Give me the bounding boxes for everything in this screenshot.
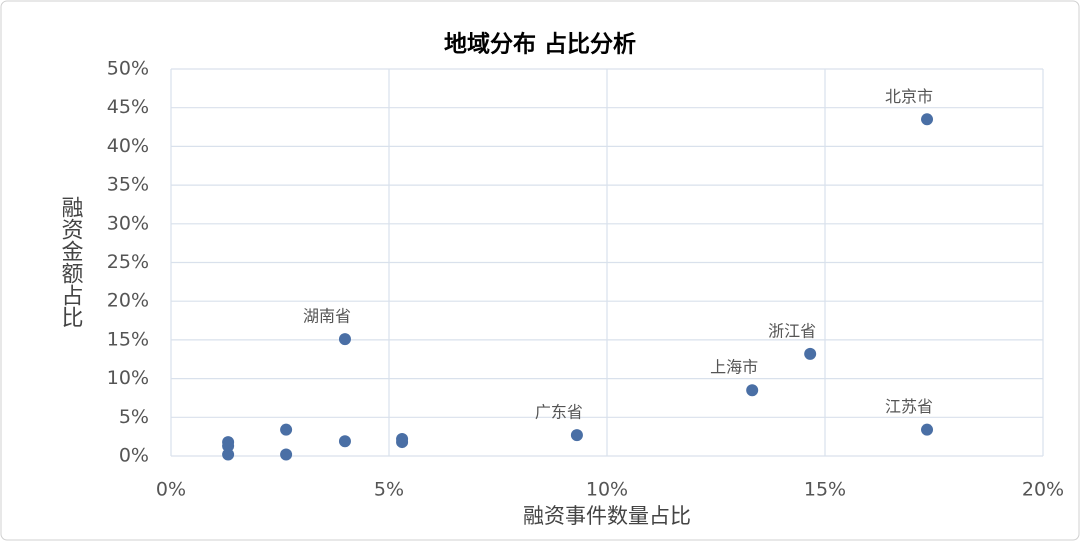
y-tick-label: 45% [107,96,149,118]
y-tick-label: 10% [107,367,149,389]
point [280,448,293,461]
x-tick-label: 5% [374,479,404,501]
y-tick-label: 20% [107,290,149,312]
point [280,423,293,436]
point [338,435,351,448]
x-axis-label: 融资事件数量占比 [523,504,691,528]
y-tick-label: 40% [107,135,149,157]
point-label: 江苏省 [885,397,933,416]
y-tick-label: 5% [119,406,149,428]
y-tick-label: 25% [107,251,149,273]
y-tick-label: 35% [107,174,149,196]
y-tick-label: 50% [107,58,149,80]
y-axis-label: 融资金额占比 [58,196,84,328]
point [746,384,759,397]
point [338,333,351,346]
point-label: 浙江省 [768,321,816,340]
point-label: 北京市 [885,87,933,106]
point [222,448,235,461]
point [222,439,235,452]
x-tick-label: 20% [1022,479,1064,501]
point-label: 湖南省 [303,307,351,326]
point [570,429,583,442]
point [921,423,934,436]
point [921,113,934,126]
chart-title: 地域分布 占比分析 [444,31,636,58]
point-label: 上海市 [710,358,758,377]
point-label: 广东省 [535,403,583,422]
y-tick-label: 15% [107,328,149,350]
y-tick-label: 0% [119,445,149,467]
point [396,436,409,449]
point [804,347,817,360]
x-tick-label: 15% [804,479,846,501]
x-tick-label: 10% [586,479,628,501]
x-tick-label: 0% [156,479,186,501]
y-tick-label: 30% [107,212,149,234]
